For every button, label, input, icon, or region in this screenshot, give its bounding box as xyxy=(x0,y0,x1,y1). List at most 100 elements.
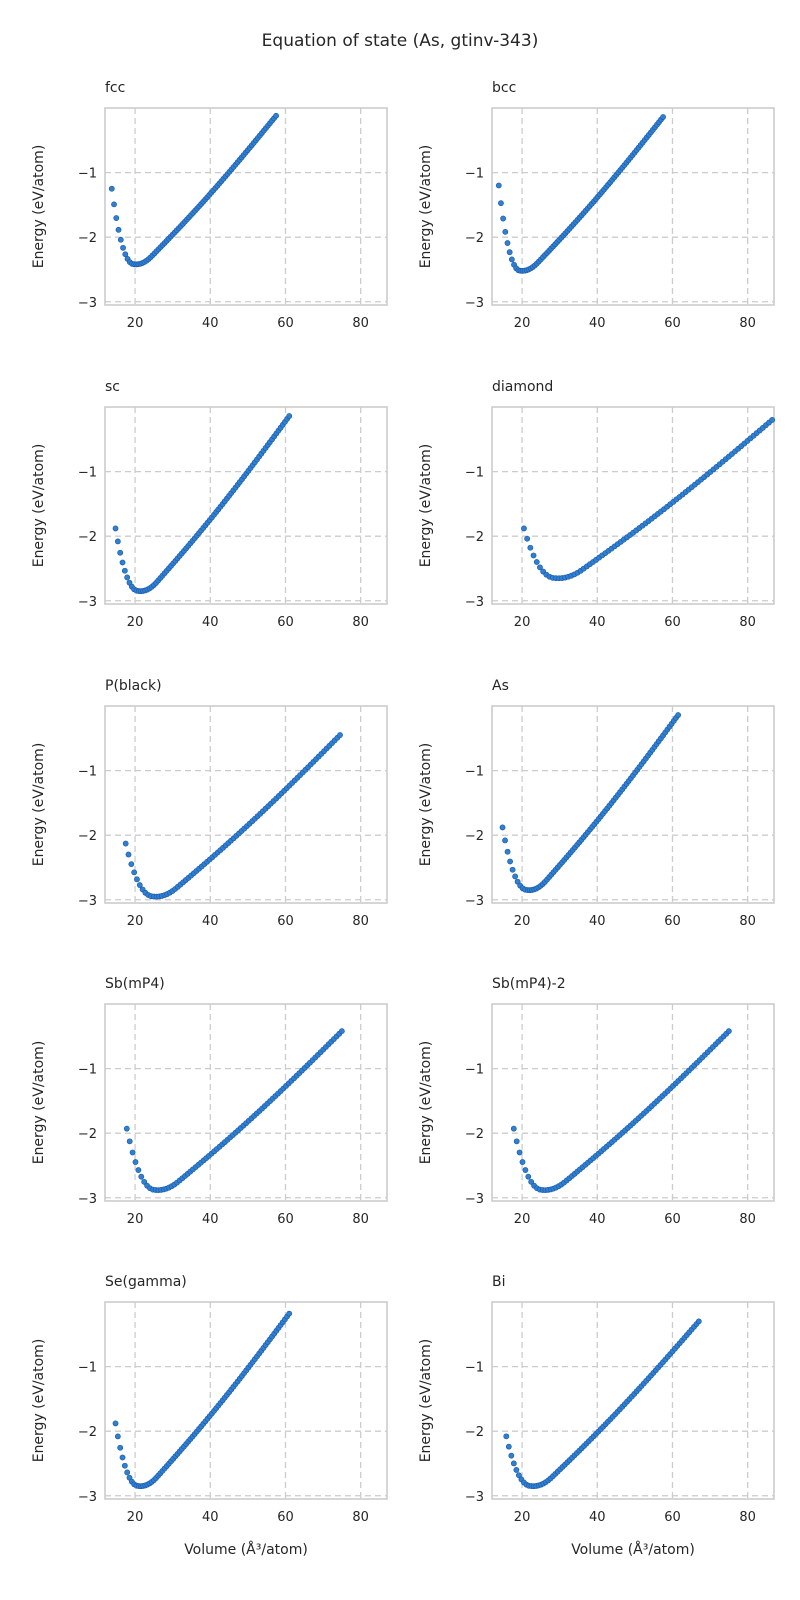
data-point xyxy=(135,1167,142,1173)
data-point xyxy=(513,1467,520,1473)
data-point xyxy=(660,114,666,120)
y-tick-label: −3 xyxy=(78,296,97,311)
panel-1: fcc 20 40 60 80 −1 −2 −3 Energy (eV/atom) xyxy=(31,80,388,331)
panel-title: P(black) xyxy=(105,678,162,694)
data-point xyxy=(533,559,540,565)
x-tick-label: 40 xyxy=(202,914,219,929)
x-tick-label: 20 xyxy=(127,615,144,630)
x-tick-label: 80 xyxy=(352,914,369,929)
data-point xyxy=(286,413,293,419)
data-point xyxy=(525,1173,532,1180)
x-tick-label: 20 xyxy=(514,615,531,630)
panel-5: P(black) 20 40 60 80 −1 −2 −3 Energy (eV/atom) xyxy=(31,678,388,929)
data-point xyxy=(114,538,121,545)
y-tick-label: −2 xyxy=(465,530,484,545)
data-series xyxy=(123,1028,345,1194)
x-tick-label: 20 xyxy=(127,316,144,331)
data-point xyxy=(504,848,511,855)
data-point xyxy=(527,544,534,551)
data-series xyxy=(108,112,279,268)
x-tick-label: 80 xyxy=(352,1510,369,1525)
data-point xyxy=(119,559,126,566)
panel-3: sc 20 40 60 80 −1 −2 −3 Energy (eV/atom) xyxy=(31,379,388,630)
data-point xyxy=(524,535,531,542)
data-point xyxy=(516,1149,523,1156)
plot-frame xyxy=(104,1301,388,1500)
data-point xyxy=(499,824,506,831)
plot-frame xyxy=(104,406,388,605)
figure-title: Equation of state (As, gtinv-343) xyxy=(262,31,539,51)
x-tick-label: 60 xyxy=(277,316,294,331)
y-tick-label: −2 xyxy=(465,1425,484,1440)
x-tick-label: 80 xyxy=(739,1212,756,1227)
y-axis-label: Energy (eV/atom) xyxy=(31,1041,47,1165)
x-tick-label: 40 xyxy=(589,316,606,331)
plot-frame xyxy=(104,107,388,306)
x-tick-label: 60 xyxy=(664,914,681,929)
x-tick-label: 20 xyxy=(514,1212,531,1227)
x-tick-label: 20 xyxy=(514,1510,531,1525)
panel-9: Se(gamma) 20 40 60 80 −1 −2 −3 Energy (eV/atom) V… xyxy=(31,1274,388,1558)
data-point xyxy=(512,873,519,880)
data-point xyxy=(121,567,128,574)
data-point xyxy=(138,1173,145,1180)
data-point xyxy=(500,215,507,222)
panel-title: Sb(mP4)-2 xyxy=(492,976,566,992)
y-tick-label: −2 xyxy=(78,829,97,844)
data-point xyxy=(113,215,120,221)
data-series xyxy=(499,712,682,894)
x-tick-label: 40 xyxy=(202,615,219,630)
y-tick-label: −3 xyxy=(465,595,484,610)
data-point xyxy=(134,876,140,883)
data-point xyxy=(117,1444,124,1451)
data-series xyxy=(503,1318,702,1490)
data-point xyxy=(122,251,129,258)
data-point xyxy=(508,256,515,263)
panel-8: Sb(mP4)-2 20 40 60 80 −1 −2 −3 Energy (eV/atom) xyxy=(418,976,775,1227)
x-tick-label: 20 xyxy=(514,316,531,331)
data-point xyxy=(508,1452,515,1459)
data-point xyxy=(117,236,124,243)
data-point xyxy=(124,574,131,581)
x-tick-label: 20 xyxy=(127,914,144,929)
data-point xyxy=(507,858,513,865)
data-point xyxy=(522,1167,529,1173)
data-point xyxy=(769,417,776,423)
plot-frame xyxy=(491,1003,775,1202)
panel-title: Sb(mP4) xyxy=(105,976,165,992)
data-point xyxy=(338,1028,345,1035)
x-tick-label: 60 xyxy=(277,1510,294,1525)
data-point xyxy=(125,851,132,858)
y-axis-label: Energy (eV/atom) xyxy=(418,743,434,867)
y-tick-label: −3 xyxy=(78,894,97,909)
data-point xyxy=(530,552,537,559)
y-tick-label: −1 xyxy=(465,765,484,780)
data-point xyxy=(725,1028,732,1035)
data-point xyxy=(132,1159,139,1165)
panel-title: sc xyxy=(105,379,120,395)
data-point xyxy=(141,1178,148,1185)
x-tick-label: 40 xyxy=(589,615,606,630)
x-tick-label: 60 xyxy=(664,316,681,331)
data-point xyxy=(498,200,504,207)
y-tick-label: −1 xyxy=(78,466,97,481)
data-point xyxy=(119,1454,126,1461)
x-tick-label: 20 xyxy=(127,1212,144,1227)
x-tick-label: 60 xyxy=(277,914,294,929)
y-axis-label: Energy (eV/atom) xyxy=(418,444,434,568)
panels-group: fcc 20 40 60 80 −1 −2 −3 Energy (eV/atom) bcc 20 40… xyxy=(31,80,776,1558)
data-series xyxy=(112,1310,293,1490)
data-point xyxy=(112,1420,119,1427)
data-point xyxy=(675,712,682,718)
x-tick-label: 20 xyxy=(127,1510,144,1525)
panel-6: As 20 40 60 80 −1 −2 −3 Energy (eV/atom) xyxy=(418,678,775,929)
y-tick-label: −2 xyxy=(78,1425,97,1440)
data-point xyxy=(286,1310,293,1317)
panel-title: Se(gamma) xyxy=(105,1274,187,1290)
y-tick-label: −1 xyxy=(78,765,97,780)
x-tick-label: 80 xyxy=(739,316,756,331)
data-point xyxy=(519,1159,526,1165)
x-tick-label: 80 xyxy=(352,1212,369,1227)
panel-title: bcc xyxy=(492,80,516,96)
